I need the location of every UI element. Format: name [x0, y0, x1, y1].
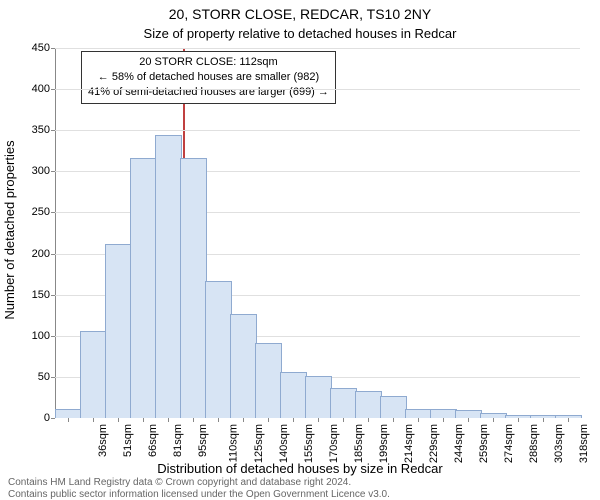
histogram-bar — [505, 415, 532, 418]
x-tick-label: 259sqm — [478, 424, 490, 463]
grid-line — [55, 48, 580, 49]
x-tick-mark — [118, 418, 119, 422]
y-tick-mark — [51, 171, 55, 172]
x-tick-mark — [443, 418, 444, 422]
chart-title-sub: Size of property relative to detached ho… — [0, 26, 600, 41]
histogram-bar — [180, 158, 207, 418]
y-tick-mark — [51, 254, 55, 255]
y-tick-label: 250 — [5, 206, 50, 218]
annotation-line-3: 41% of semi-detached houses are larger (… — [88, 85, 329, 100]
footer-line-1: Contains HM Land Registry data © Crown c… — [8, 477, 351, 488]
x-tick-mark — [68, 418, 69, 422]
annotation-box: 20 STORR CLOSE: 112sqm ← 58% of detached… — [81, 51, 336, 104]
x-tick-label: 140sqm — [278, 424, 290, 463]
x-tick-label: 185sqm — [353, 424, 365, 463]
chart-title-main: 20, STORR CLOSE, REDCAR, TS10 2NY — [0, 6, 600, 22]
x-tick-mark — [168, 418, 169, 422]
y-tick-mark — [51, 89, 55, 90]
y-tick-label: 300 — [5, 165, 50, 177]
y-tick-label: 200 — [5, 248, 50, 260]
x-tick-mark — [268, 418, 269, 422]
x-tick-label: 95sqm — [197, 424, 209, 457]
histogram-bar — [80, 331, 107, 418]
y-tick-mark — [51, 295, 55, 296]
grid-line — [55, 130, 580, 131]
x-tick-mark — [368, 418, 369, 422]
y-tick-label: 50 — [5, 371, 50, 383]
histogram-bar — [555, 415, 582, 418]
x-tick-label: 214sqm — [403, 424, 415, 463]
histogram-bar — [105, 244, 132, 418]
histogram-bar — [305, 376, 332, 418]
y-tick-label: 100 — [5, 330, 50, 342]
y-tick-mark — [51, 418, 55, 419]
x-tick-mark — [318, 418, 319, 422]
x-tick-label: 288sqm — [528, 424, 540, 463]
grid-line — [55, 89, 580, 90]
x-tick-mark — [418, 418, 419, 422]
x-tick-label: 303sqm — [553, 424, 565, 463]
annotation-line-2: ← 58% of detached houses are smaller (98… — [88, 70, 329, 85]
x-tick-mark — [568, 418, 569, 422]
x-tick-label: 274sqm — [503, 424, 515, 463]
y-tick-label: 0 — [5, 412, 50, 424]
x-tick-label: 125sqm — [253, 424, 265, 463]
x-tick-label: 199sqm — [378, 424, 390, 463]
x-tick-label: 229sqm — [428, 424, 440, 463]
annotation-line-1: 20 STORR CLOSE: 112sqm — [88, 55, 329, 70]
x-tick-mark — [143, 418, 144, 422]
x-tick-mark — [468, 418, 469, 422]
histogram-bar — [480, 413, 507, 418]
x-tick-label: 318sqm — [578, 424, 590, 463]
x-tick-mark — [193, 418, 194, 422]
histogram-bar — [230, 314, 257, 418]
histogram-bar — [430, 409, 457, 418]
x-tick-mark — [543, 418, 544, 422]
property-size-chart: 20, STORR CLOSE, REDCAR, TS10 2NY Size o… — [0, 0, 600, 500]
x-tick-label: 244sqm — [453, 424, 465, 463]
footer-line-2: Contains public sector information licen… — [8, 489, 390, 500]
histogram-bar — [205, 281, 232, 418]
x-tick-mark — [93, 418, 94, 422]
x-tick-mark — [493, 418, 494, 422]
y-tick-label: 350 — [5, 124, 50, 136]
histogram-bar — [330, 388, 357, 418]
x-tick-mark — [343, 418, 344, 422]
y-tick-mark — [51, 48, 55, 49]
y-tick-mark — [51, 130, 55, 131]
x-tick-label: 110sqm — [227, 424, 239, 462]
y-tick-mark — [51, 212, 55, 213]
x-axis-label: Distribution of detached houses by size … — [0, 461, 600, 476]
histogram-bar — [255, 343, 282, 418]
histogram-bar — [355, 391, 382, 418]
plot-area: 20 STORR CLOSE: 112sqm ← 58% of detached… — [55, 48, 580, 418]
y-tick-mark — [51, 336, 55, 337]
histogram-bar — [130, 158, 157, 418]
x-tick-label: 51sqm — [122, 424, 134, 457]
y-tick-label: 400 — [5, 83, 50, 95]
histogram-bar — [155, 135, 182, 418]
histogram-bar — [55, 409, 82, 418]
y-tick-label: 150 — [5, 289, 50, 301]
x-tick-label: 36sqm — [97, 424, 109, 457]
x-tick-mark — [218, 418, 219, 422]
x-tick-mark — [518, 418, 519, 422]
histogram-bar — [280, 372, 307, 418]
y-tick-mark — [51, 377, 55, 378]
x-tick-label: 155sqm — [303, 424, 315, 463]
x-tick-label: 81sqm — [172, 424, 184, 457]
y-tick-label: 450 — [5, 42, 50, 54]
x-tick-mark — [243, 418, 244, 422]
x-tick-mark — [293, 418, 294, 422]
y-axis-line — [55, 48, 56, 418]
x-tick-mark — [393, 418, 394, 422]
histogram-bar — [380, 396, 407, 418]
x-tick-label: 66sqm — [147, 424, 159, 457]
histogram-bar — [530, 415, 557, 418]
histogram-bar — [455, 410, 482, 418]
x-tick-label: 170sqm — [328, 424, 340, 463]
histogram-bar — [405, 409, 432, 418]
